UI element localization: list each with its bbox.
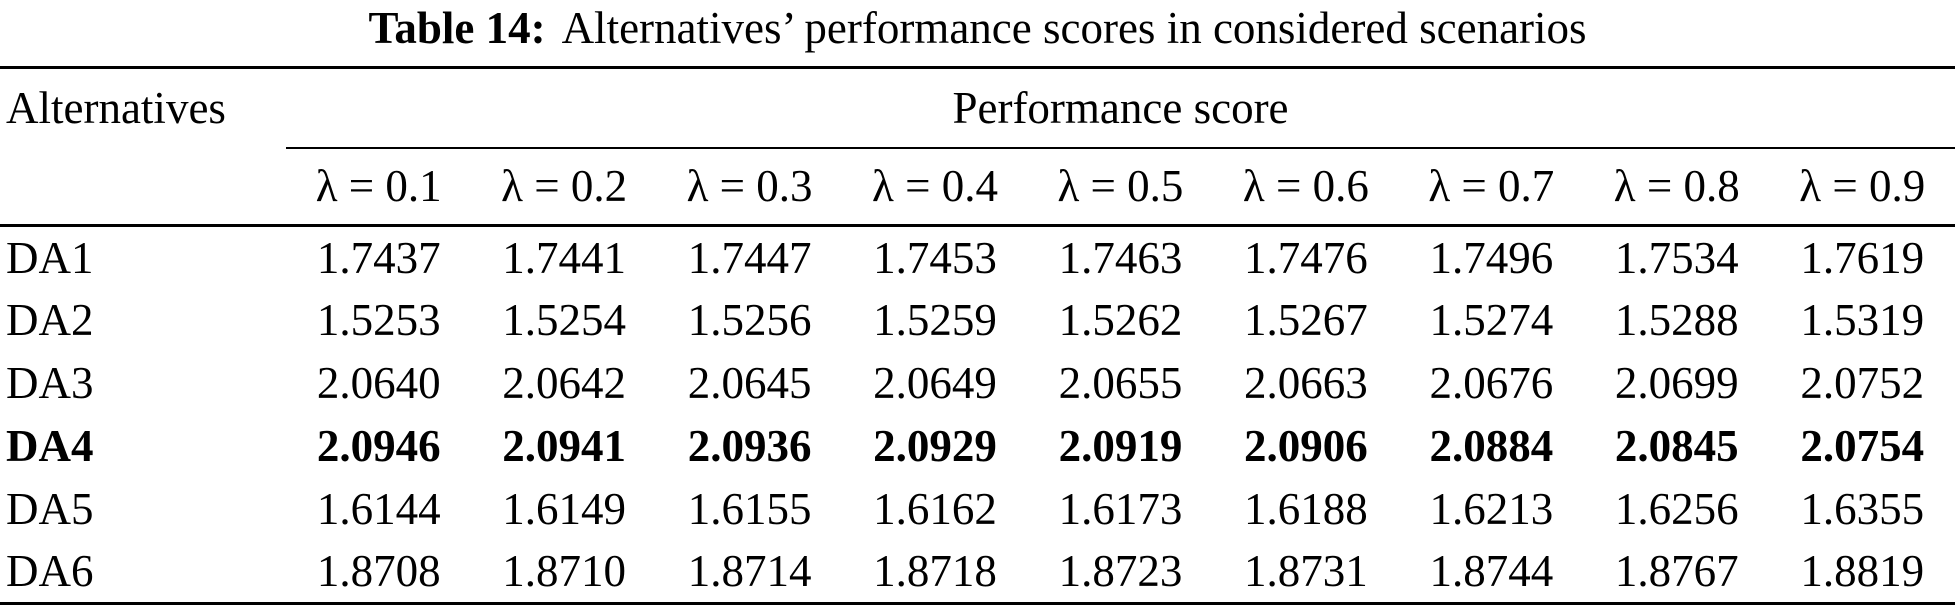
score-cell: 1.6173 [1058, 484, 1183, 534]
score-cell: 2.0884 [1429, 421, 1554, 471]
score-cell: 2.0936 [687, 421, 812, 471]
score-cell: 1.7441 [502, 232, 627, 283]
table-row-da1: DA1 1.7437 1.7441 1.7447 1.7453 1.7463 1.7476 1… [0, 226, 1955, 289]
score-cell: 2.0655 [1058, 358, 1183, 408]
table-row-da3: DA3 2.0640 2.0642 2.0645 2.0649 2.0655 2.0663 2… [0, 352, 1955, 415]
score-cell: 1.8723 [1058, 546, 1183, 597]
table-row-da2: DA2 1.5253 1.5254 1.5256 1.5259 1.5262 1.5267 1… [0, 289, 1955, 352]
score-cell: 2.0941 [502, 421, 627, 471]
table-row-da6: DA6 1.8708 1.8710 1.8714 1.8718 1.8723 1.8731 1… [0, 541, 1955, 604]
score-cell: 1.5319 [1800, 295, 1925, 345]
score-cell: 1.8731 [1244, 546, 1368, 597]
score-cell: 2.0645 [687, 358, 812, 408]
score-cell: 2.0919 [1058, 421, 1183, 471]
performance-score-table: Alternatives Performance score λ = 0.1 λ … [0, 66, 1955, 605]
score-cell: 2.0946 [316, 421, 441, 471]
score-cell: 2.0663 [1244, 358, 1368, 408]
score-cell: 1.7496 [1429, 232, 1554, 283]
table-body: DA1 1.7437 1.7441 1.7447 1.7453 1.7463 1.7476 1… [0, 226, 1955, 604]
group-header-row: Alternatives Performance score [0, 67, 1955, 149]
score-cell: 1.6144 [316, 484, 441, 534]
row-label: DA6 [6, 546, 94, 597]
row-label: DA5 [6, 484, 94, 534]
row-label: DA1 [6, 232, 94, 283]
score-cell: 1.6149 [502, 484, 627, 534]
score-cell: 1.8767 [1614, 546, 1739, 597]
lambda-header-4: λ = 0.4 [842, 147, 1028, 227]
row-label: DA3 [6, 358, 94, 408]
score-cell: 1.7453 [873, 232, 997, 283]
table-row-da4: DA4 2.0946 2.0941 2.0936 2.0929 2.0919 2.0906 2… [0, 415, 1955, 478]
table-caption-label: Table 14: [368, 3, 546, 53]
table-row-da5: DA5 1.6144 1.6149 1.6155 1.6162 1.6173 1.6188 1… [0, 478, 1955, 541]
score-cell: 2.0845 [1614, 421, 1739, 471]
lambda-header-6: λ = 0.6 [1213, 147, 1399, 227]
score-cell: 1.8718 [873, 546, 997, 597]
score-cell: 1.5254 [502, 295, 627, 345]
score-cell: 1.5256 [687, 295, 812, 345]
table-caption: Table 14: Alternatives’ performance score… [0, 0, 1955, 66]
score-cell: 2.0752 [1800, 358, 1925, 408]
score-cell: 1.5274 [1429, 295, 1554, 345]
score-cell: 1.8710 [502, 546, 627, 597]
alternatives-column-header: Alternatives [6, 83, 226, 134]
score-cell: 1.6188 [1244, 484, 1368, 534]
score-cell: 1.7476 [1244, 232, 1368, 283]
score-cell: 2.0754 [1800, 421, 1925, 471]
score-cell: 1.6355 [1800, 484, 1925, 534]
score-cell: 2.0640 [316, 358, 441, 408]
score-cell: 1.8714 [687, 546, 812, 597]
row-label: DA2 [6, 295, 94, 345]
score-cell: 1.7447 [687, 232, 812, 283]
score-cell: 2.0699 [1614, 358, 1739, 408]
lambda-header-1: λ = 0.1 [286, 147, 472, 227]
score-cell: 1.6155 [687, 484, 812, 534]
row-label: DA4 [6, 421, 94, 471]
score-cell: 2.0906 [1244, 421, 1368, 471]
score-cell: 1.5253 [316, 295, 441, 345]
lambda-header-row: λ = 0.1 λ = 0.2 λ = 0.3 λ = 0.4 λ = 0.5 λ = 0… [0, 147, 1955, 227]
score-cell: 1.6213 [1429, 484, 1554, 534]
score-cell: 1.6256 [1614, 484, 1739, 534]
score-cell: 2.0642 [502, 358, 627, 408]
score-cell: 1.7619 [1800, 232, 1925, 283]
empty-header-cell [0, 147, 286, 227]
score-cell: 1.5288 [1614, 295, 1739, 345]
score-cell: 1.8819 [1800, 546, 1925, 597]
lambda-header-8: λ = 0.8 [1584, 147, 1770, 227]
lambda-header-2: λ = 0.2 [471, 147, 657, 227]
score-cell: 1.8744 [1429, 546, 1554, 597]
lambda-header-5: λ = 0.5 [1027, 147, 1214, 227]
score-cell: 1.7534 [1614, 232, 1739, 283]
lambda-header-3: λ = 0.3 [656, 147, 843, 227]
lambda-header-7: λ = 0.7 [1398, 147, 1585, 227]
score-cell: 1.5259 [873, 295, 997, 345]
score-cell: 1.5267 [1244, 295, 1368, 345]
score-cell: 1.7463 [1058, 232, 1183, 283]
score-cell: 1.8708 [316, 546, 441, 597]
score-cell: 2.0929 [873, 421, 997, 471]
score-cell: 1.5262 [1058, 295, 1183, 345]
score-cell: 2.0649 [873, 358, 997, 408]
score-cell: 1.7437 [316, 232, 441, 283]
performance-score-group-header: Performance score [286, 67, 1955, 149]
lambda-header-9: λ = 0.9 [1769, 147, 1955, 227]
score-cell: 1.6162 [873, 484, 997, 534]
table-caption-text: Alternatives’ performance scores in cons… [561, 3, 1587, 53]
score-cell: 2.0676 [1429, 358, 1554, 408]
